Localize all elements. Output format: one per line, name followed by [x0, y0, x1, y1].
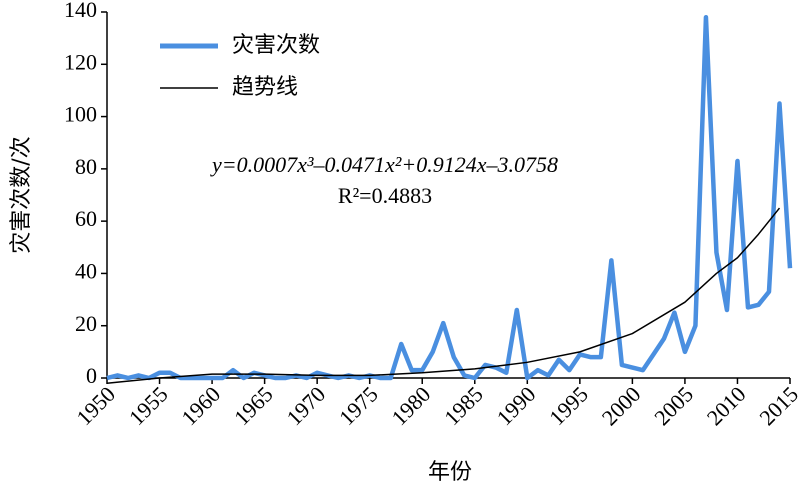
x-axis-title: 年份	[428, 460, 472, 485]
y-tick-label: 100	[64, 102, 97, 127]
y-tick-label: 140	[64, 0, 97, 22]
x-tick-label: 1960	[176, 381, 225, 430]
series-line	[106, 14, 793, 381]
y-axis-title: 灾害次数/次	[9, 136, 34, 253]
r-squared: R²=0.4883	[338, 183, 432, 208]
y-tick-label: 40	[75, 258, 97, 283]
x-tick-label: 1950	[71, 381, 120, 430]
series-line	[106, 207, 781, 384]
x-tick-label: 1985	[439, 381, 488, 430]
y-tick-label: 20	[75, 311, 97, 336]
legend-label: 灾害次数	[232, 33, 320, 58]
x-tick-label: 2005	[649, 381, 698, 430]
x-tick-label: 1980	[387, 381, 436, 430]
x-tick-label: 1990	[492, 381, 541, 430]
x-tick-label: 2000	[597, 381, 646, 430]
x-tick-label: 1975	[334, 381, 383, 430]
x-tick-label: 1995	[544, 381, 593, 430]
y-tick-label: 0	[86, 363, 97, 388]
equation: y=0.0007x³–0.0471x²+0.9124x–3.0758	[210, 152, 558, 177]
x-tick-label: 1955	[124, 381, 173, 430]
x-tick-label: 1970	[281, 381, 330, 430]
x-tick-label: 2015	[754, 381, 800, 430]
legend-label: 趋势线	[232, 75, 298, 100]
y-tick-label: 60	[75, 206, 97, 231]
y-tick-label: 120	[64, 49, 97, 74]
y-tick-label: 80	[75, 154, 97, 179]
x-tick-label: 1965	[229, 381, 278, 430]
x-tick-label: 2010	[702, 381, 751, 430]
